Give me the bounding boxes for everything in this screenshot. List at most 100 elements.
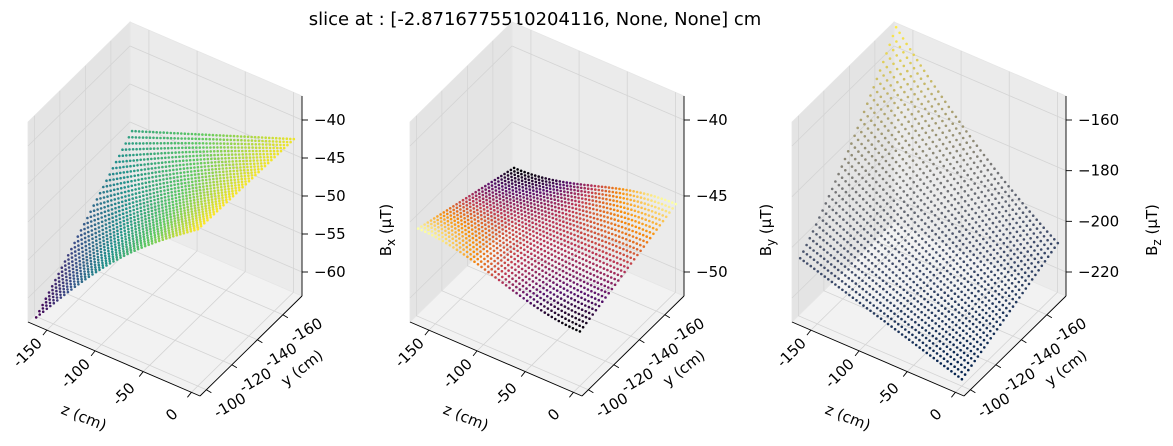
bz-data-point [974,221,978,224]
bx-data-point [156,194,159,197]
bx-data-point [88,243,91,246]
bx-y-tick-mark [206,389,212,394]
by-data-point [566,301,570,304]
bx-data-point [138,229,141,232]
bx-data-point [128,206,132,209]
bx-data-point [76,277,80,281]
bx-data-point [117,201,120,205]
bz-data-point [945,338,948,341]
bz-data-point [884,170,888,174]
by-data-point [640,217,644,220]
by-data-point [637,210,640,214]
bz-data-point [1017,197,1021,201]
bz-data-point [994,207,998,210]
bx-data-point [89,210,92,214]
by-data-point [445,209,449,212]
bz-data-point [1018,207,1021,210]
by-data-point [592,216,596,220]
bx-data-point [190,177,194,180]
bx-data-point [161,174,165,177]
bz-data-point [938,347,942,351]
bz-data-point [953,187,956,191]
bx-data-point [211,205,215,209]
by-data-point [472,207,476,210]
bx-data-point [212,142,215,145]
by-data-point [524,183,528,187]
by-data-point [452,208,456,212]
by-data-point [552,230,555,233]
by-data-point [499,208,503,211]
bx-data-point [133,179,137,182]
bz-data-point [999,255,1003,259]
bx-data-point [224,190,227,194]
bx-data-point [162,131,165,134]
by-data-point [606,211,609,214]
bx-data-point [202,185,205,188]
bx-data-point [216,149,219,153]
by-data-point [520,217,524,220]
bz-data-point [973,352,976,356]
bz-data-point [909,197,913,201]
by-data-point [584,304,587,307]
by-y-tick-mark [664,314,671,319]
bz-data-point [920,302,923,306]
by-data-point [503,261,507,265]
bx-data-point [163,151,167,155]
bz-data-point [936,277,939,280]
by-data-point [511,277,514,281]
by-data-point [650,199,653,202]
bz-data-point [891,167,895,171]
bx-data-point [95,239,98,242]
bz-data-point [939,171,942,174]
bz-data-point [935,268,939,272]
bz-data-point [818,226,821,229]
bx-data-point [157,235,160,238]
bz-data-point [805,243,808,247]
by-data-point [509,208,513,212]
by-data-point [481,190,484,193]
by-data-point [589,284,593,287]
bx-data-point [229,172,232,176]
by-data-point [600,223,603,227]
bx-data-point [242,168,246,172]
bx-data-point [200,205,204,209]
by-data-point [643,202,647,205]
bx-data-point [84,240,87,244]
bz-data-point [920,310,923,314]
bx-data-point [127,198,131,201]
bz-data-point [933,85,937,88]
bx-z-tick-label: −50 [314,187,346,205]
bz-data-point [935,352,939,355]
bz-data-point [854,290,858,294]
bx-data-point [186,230,189,234]
bz-data-point [998,229,1002,232]
bx-data-point [117,205,121,209]
by-data-point [597,243,601,246]
bx-data-point [204,133,208,136]
bx-data-point [74,258,78,261]
bz-data-point [990,193,994,196]
bx-data-point [100,211,103,215]
by-data-point [441,239,445,243]
by-data-point [641,233,645,237]
bz-data-point [904,257,908,260]
bx-data-point [115,172,119,175]
bx-data-point [239,135,243,138]
bz-data-point [1018,225,1022,229]
by-data-point [493,182,497,185]
bx-data-point [261,143,265,146]
bx-data-point [255,156,259,159]
bz-data-point [933,306,937,310]
bx-data-point [143,211,147,215]
bz-data-point [973,172,976,175]
bz-data-point [856,138,860,142]
bx-data-point [240,175,243,178]
by-data-point [632,190,635,193]
by-data-point [542,234,546,238]
bx-data-point [128,241,132,245]
bz-data-point [1012,235,1015,239]
by-data-point [562,287,566,290]
bz-data-point [911,263,915,267]
by-data-point [528,283,531,287]
by-data-point [636,200,640,203]
